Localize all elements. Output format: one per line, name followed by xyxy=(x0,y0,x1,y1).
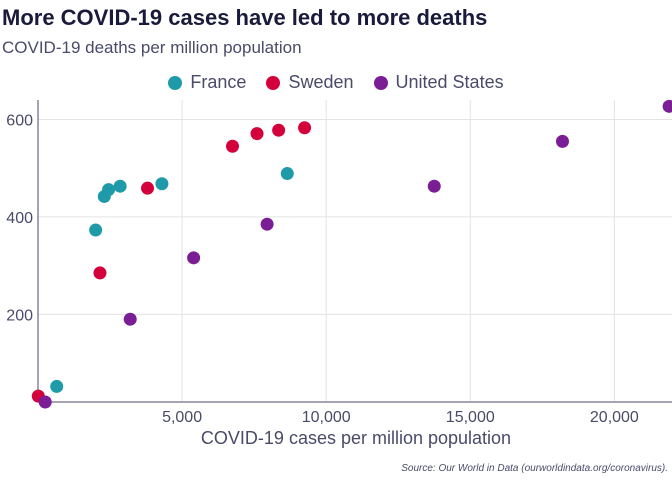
data-point-france-5 xyxy=(155,177,169,191)
tick-labels: 5,000 10,000 15,000 20,000 200 400 600 xyxy=(6,112,639,426)
y-tick-label-1: 400 xyxy=(6,210,33,227)
data-point-united-states-6 xyxy=(662,99,672,113)
data-point-france-0 xyxy=(50,379,64,393)
x-tick-label-0: 5,000 xyxy=(162,409,202,426)
data-point-france-6 xyxy=(280,167,294,181)
grid-lines xyxy=(38,100,672,402)
data-point-united-states-1 xyxy=(123,312,137,326)
legend-label-sweden: Sweden xyxy=(288,72,354,92)
data-point-sweden-5 xyxy=(272,123,286,137)
chart-title: More COVID-19 cases have led to more dea… xyxy=(2,5,488,30)
x-tick-label-2: 15,000 xyxy=(446,409,495,426)
data-point-united-states-2 xyxy=(187,251,201,265)
data-point-france-4 xyxy=(113,179,127,193)
legend-item-sweden: Sweden xyxy=(266,72,354,93)
data-point-united-states-0 xyxy=(38,395,52,409)
legend-swatch-sweden xyxy=(266,75,281,90)
axes xyxy=(37,100,672,403)
source-note: Source: Our World in Data (ourworldindat… xyxy=(401,463,668,474)
legend-swatch-united-states xyxy=(373,75,388,90)
legend-item-united-states: United States xyxy=(373,72,504,93)
data-point-sweden-4 xyxy=(250,127,264,141)
data-point-united-states-5 xyxy=(555,134,569,148)
legend-label-france: France xyxy=(190,72,247,92)
data-point-sweden-6 xyxy=(298,121,312,135)
legend-label-united-states: United States xyxy=(395,72,504,92)
legend-item-france: France xyxy=(168,72,246,93)
y-tick-label-0: 200 xyxy=(6,307,33,324)
data-points xyxy=(31,99,672,409)
data-point-france-3 xyxy=(102,183,116,197)
legend: France Sweden United States xyxy=(0,72,672,93)
data-point-sweden-3 xyxy=(226,139,240,153)
x-axis-label: COVID-19 cases per million population xyxy=(200,428,512,448)
x-tick-label-1: 10,000 xyxy=(302,409,351,426)
data-point-france-1 xyxy=(89,223,103,237)
data-point-sweden-1 xyxy=(93,266,107,280)
data-point-sweden-2 xyxy=(141,181,155,195)
chart-subtitle: COVID-19 deaths per million population xyxy=(2,38,302,57)
data-point-united-states-3 xyxy=(260,217,274,231)
data-point-united-states-4 xyxy=(427,179,441,193)
legend-swatch-france xyxy=(168,75,183,90)
y-tick-label-2: 600 xyxy=(6,112,33,129)
x-tick-label-3: 20,000 xyxy=(590,409,639,426)
